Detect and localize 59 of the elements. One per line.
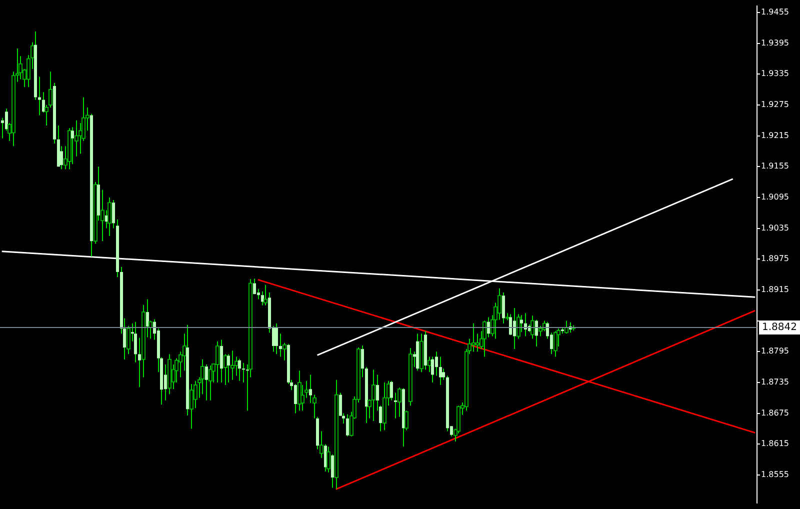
candlestick [372,369,376,422]
candlestick [502,292,505,324]
candlestick [439,356,442,386]
y-tick-label: 1.9215 [761,130,789,140]
y-tick-label: 1.8615 [761,439,789,448]
candlestick [242,362,245,383]
candlestick [538,325,542,337]
candlestick [220,339,223,383]
candlestick [431,356,434,383]
y-tick-label: 1.8915 [761,285,789,294]
candlestick [38,76,41,116]
y-tick-label: 1.9455 [761,8,789,17]
y-tick-label: 1.8795 [761,346,789,356]
candlestick [108,196,112,236]
candlestick [435,351,438,376]
candlestick [513,307,516,350]
candlestick [331,454,334,488]
candlestick [227,354,230,383]
candlestick [275,322,278,355]
candlestick [535,319,538,347]
y-tick-label: 1.8675 [761,408,789,418]
y-tick-label: 1.9275 [761,100,789,110]
candlestick [554,330,558,358]
candlestick [208,364,212,401]
candlestick [509,314,512,336]
y-tick-label: 1.9095 [761,192,789,202]
ref-line-label: 1.8842 [762,322,797,334]
candlestick [205,364,208,401]
candlestick [472,322,476,352]
candlestick [134,321,137,363]
candlestick [309,374,312,404]
candlestick [146,298,149,338]
candlestick [294,383,297,414]
candlestick [520,314,523,333]
y-tick-label: 1.8555 [761,470,789,480]
candlestick [71,126,74,165]
candlestick [482,320,486,358]
candlestick [361,344,364,378]
candlestick [279,333,282,358]
y-tick-label: 1.9335 [761,69,789,78]
candlestick [216,340,220,383]
candlestick [264,284,268,306]
y-tick-label: 1.9155 [761,162,789,171]
y-tick-label: 1.8735 [761,378,789,387]
y-tick-label: 1.8975 [761,254,789,264]
candlestick [230,350,234,380]
candlestick [238,358,241,382]
candlestick [138,337,141,388]
candlestick [112,200,115,229]
candlestick [346,414,349,437]
candlestick [476,333,480,352]
candlestick [300,384,304,412]
candlestick [253,278,256,295]
candlestick [224,354,228,386]
candlestick [298,370,302,412]
candlestick [442,368,445,380]
y-tick-label: 1.9035 [761,223,789,232]
y-tick-label: 1.9395 [761,38,789,48]
candlestick [394,392,397,419]
